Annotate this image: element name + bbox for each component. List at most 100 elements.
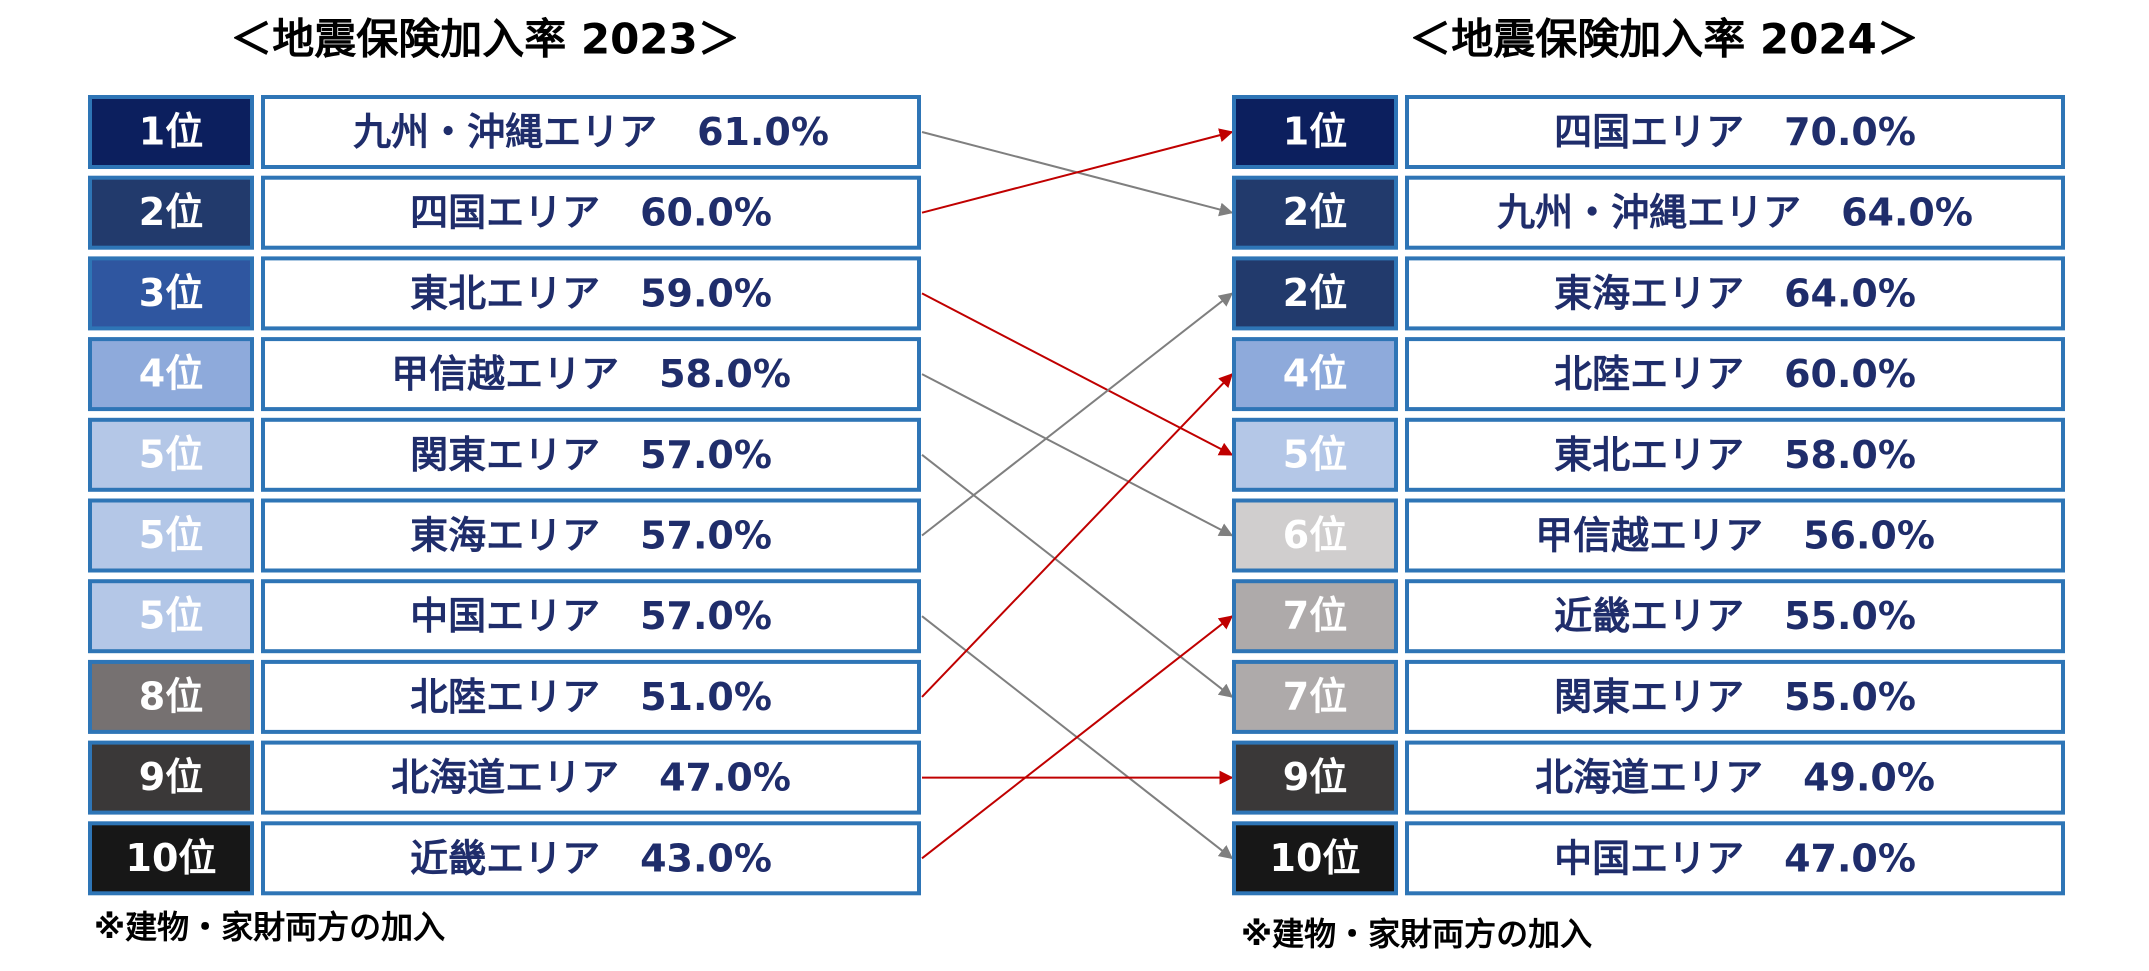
area-name: 東海エリア [410, 513, 600, 557]
rank-label: 10位 [1270, 836, 1361, 880]
area-label: 関東エリア 57.0% [410, 432, 772, 476]
area-label: 中国エリア 47.0% [1554, 836, 1916, 880]
rank-box [1232, 256, 1398, 331]
area-box [261, 256, 921, 331]
ranking-row: 9位 北海道エリア 49.0% [1232, 740, 2065, 815]
rank-box [1232, 95, 1398, 169]
area-rate: 47.0% [1784, 836, 1916, 880]
area-rate: 61.0% [697, 110, 829, 154]
rank-label: 2位 [1283, 190, 1347, 234]
rank-label: 7位 [1283, 674, 1347, 718]
ranking-row: 9位 北海道エリア 47.0% [88, 740, 921, 815]
rank-label: 3位 [139, 271, 203, 315]
area-box [1405, 175, 2065, 250]
rank-label: 5位 [139, 432, 203, 476]
rank-box [88, 740, 254, 815]
ranking-row: 7位 関東エリア 55.0% [1232, 659, 2065, 734]
ranking-row: 2位 九州・沖縄エリア 64.0% [1232, 175, 2065, 250]
ranking-row: 3位 東北エリア 59.0% [88, 256, 921, 331]
area-box [1405, 417, 2065, 492]
area-rate: 43.0% [640, 836, 772, 880]
area-name: 九州・沖縄エリア [1497, 190, 1801, 234]
arrow [921, 615, 1234, 860]
right-title: ＜地震保険加入率 2024＞ [1409, 15, 1919, 64]
area-label: 東北エリア 59.0% [410, 271, 772, 315]
area-name: 北海道エリア [391, 755, 619, 799]
area-rate: 58.0% [659, 352, 791, 396]
rank-box [88, 821, 254, 896]
rank-label: 9位 [139, 755, 203, 799]
rank-box [1232, 579, 1398, 654]
right-note: ※建物・家財両方の加入 [1241, 915, 1592, 953]
rank-label: 2位 [139, 190, 203, 234]
area-name: 東北エリア [410, 271, 600, 315]
area-name: 甲信越エリア [1535, 513, 1763, 557]
area-box [261, 579, 921, 654]
ranking-row: 5位 東海エリア 57.0% [88, 498, 921, 573]
area-rate: 51.0% [640, 674, 772, 718]
area-label: 中国エリア 57.0% [410, 594, 772, 638]
rank-box [1232, 659, 1398, 734]
arrow [921, 292, 1234, 456]
rank-box [1232, 175, 1398, 250]
area-label: 九州・沖縄エリア 64.0% [1497, 190, 1973, 234]
ranking-row: 4位 北陸エリア 60.0% [1232, 337, 2065, 412]
left-note: ※建物・家財両方の加入 [94, 908, 445, 946]
rank-box [1232, 417, 1398, 492]
rank-label: 9位 [1283, 755, 1347, 799]
ranking-row: 7位 近畿エリア 55.0% [1232, 579, 2065, 654]
area-name: 近畿エリア [1554, 594, 1744, 638]
ranking-row: 10位 近畿エリア 43.0% [88, 821, 921, 896]
area-box [1405, 256, 2065, 331]
rank-label: 5位 [1283, 432, 1347, 476]
area-label: 東北エリア 58.0% [1554, 432, 1916, 476]
rank-box [88, 579, 254, 654]
area-rate: 58.0% [1784, 432, 1916, 476]
area-box [1405, 659, 2065, 734]
area-name: 関東エリア [410, 432, 600, 476]
ranking-row: 1位 九州・沖縄エリア 61.0% [88, 95, 921, 169]
area-box [261, 95, 921, 169]
area-box [1405, 95, 2065, 169]
rank-box [88, 175, 254, 250]
area-name: 近畿エリア [410, 836, 600, 880]
area-label: 北陸エリア 60.0% [1554, 352, 1916, 396]
ranking-row: 5位 東北エリア 58.0% [1232, 417, 2065, 492]
area-name: 関東エリア [1554, 674, 1744, 718]
area-name: 中国エリア [1554, 836, 1744, 880]
area-label: 関東エリア 55.0% [1554, 674, 1916, 718]
area-box [1405, 337, 2065, 412]
area-name: 九州・沖縄エリア [353, 110, 657, 154]
rank-label: 2位 [1283, 271, 1347, 315]
rank-box [88, 417, 254, 492]
area-box [261, 175, 921, 250]
rank-label: 4位 [139, 352, 203, 396]
area-label: 甲信越エリア 58.0% [391, 352, 791, 396]
rank-label: 5位 [139, 594, 203, 638]
area-label: 東海エリア 57.0% [410, 513, 772, 557]
area-box [261, 498, 921, 573]
area-box [1405, 740, 2065, 815]
area-name: 北陸エリア [410, 674, 600, 718]
rank-label: 7位 [1283, 594, 1347, 638]
arrow [921, 128, 1234, 214]
arrow [921, 373, 1233, 698]
area-box [1405, 498, 2065, 573]
ranking-row: 10位 中国エリア 47.0% [1232, 821, 2065, 896]
area-box [1405, 579, 2065, 654]
rank-box [1232, 337, 1398, 412]
area-name: 北陸エリア [1554, 352, 1744, 396]
area-rate: 55.0% [1784, 594, 1916, 638]
area-rate: 57.0% [640, 513, 772, 557]
area-box [261, 337, 921, 412]
rank-label: 10位 [126, 836, 217, 880]
left-title: ＜地震保険加入率 2023＞ [230, 15, 740, 64]
area-label: 四国エリア 70.0% [1554, 110, 1916, 154]
arrow [921, 454, 1234, 698]
arrows [921, 128, 1234, 860]
rank-box [88, 337, 254, 412]
area-box [1405, 821, 2065, 896]
area-box [261, 821, 921, 896]
area-name: 東北エリア [1554, 432, 1744, 476]
